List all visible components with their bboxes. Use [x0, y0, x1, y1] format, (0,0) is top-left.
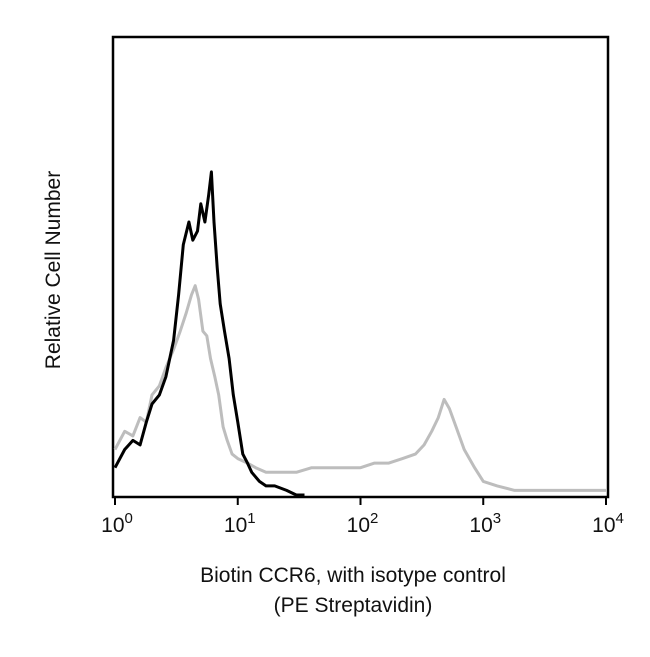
- x-tick-label: 101: [224, 510, 256, 537]
- x-axis-tick-labels: 100 101 102 103 104: [101, 510, 624, 537]
- x-tick-label: 103: [469, 510, 501, 537]
- x-axis-title-line1: Biotin CCR6, with isotype control: [200, 564, 506, 587]
- x-tick-label: 100: [101, 510, 133, 537]
- x-tick-label: 102: [347, 510, 379, 537]
- series-line-isotype: [113, 284, 606, 492]
- series-line-ccr6: [113, 170, 305, 497]
- series-group: [113, 170, 606, 497]
- x-axis-ticks: [114, 497, 607, 505]
- y-axis-title: Relative Cell Number: [42, 171, 65, 369]
- plot-frame: [111, 35, 610, 499]
- x-axis-title-line2: (PE Streptavidin): [274, 594, 433, 617]
- x-tick-label: 104: [592, 510, 624, 537]
